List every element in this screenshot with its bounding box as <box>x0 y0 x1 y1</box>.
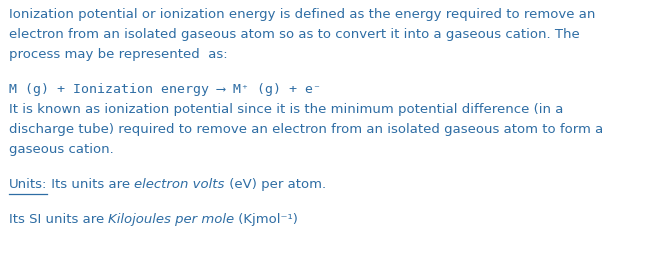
Text: discharge tube) required to remove an electron from an isolated gaseous atom to : discharge tube) required to remove an el… <box>9 123 603 136</box>
Text: Units:: Units: <box>9 178 47 191</box>
Text: M (g) + Ionization energy ⟶ M⁺ (g) + e⁻: M (g) + Ionization energy ⟶ M⁺ (g) + e⁻ <box>9 83 320 96</box>
Text: Its units are: Its units are <box>47 178 134 191</box>
Text: Ionization potential or ionization energy is defined as the energy required to r: Ionization potential or ionization energ… <box>9 8 595 21</box>
Text: electron from an isolated gaseous atom so as to convert it into a gaseous cation: electron from an isolated gaseous atom s… <box>9 28 579 41</box>
Text: process may be represented  as:: process may be represented as: <box>9 48 227 61</box>
Text: Its SI units are: Its SI units are <box>9 213 108 226</box>
Text: Kilojoules per mole: Kilojoules per mole <box>108 213 234 226</box>
Text: (Kjmol⁻¹): (Kjmol⁻¹) <box>234 213 298 226</box>
Text: (eV) per atom.: (eV) per atom. <box>224 178 326 191</box>
Text: gaseous cation.: gaseous cation. <box>9 143 113 156</box>
Text: It is known as ionization potential since it is the minimum potential difference: It is known as ionization potential sinc… <box>9 103 563 116</box>
Text: electron volts: electron volts <box>134 178 224 191</box>
